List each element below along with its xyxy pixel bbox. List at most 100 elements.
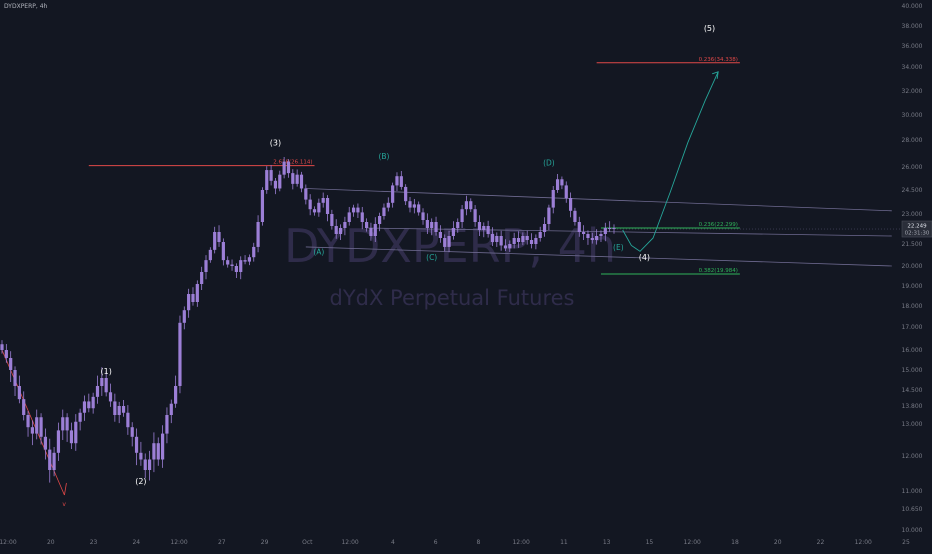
candle-body[interactable] [260, 190, 265, 222]
candle-body[interactable] [330, 214, 334, 226]
candle-body[interactable] [130, 427, 134, 437]
candle-body[interactable] [551, 190, 555, 208]
candle-body[interactable] [74, 421, 78, 444]
candle-body[interactable] [612, 228, 616, 229]
candle-body[interactable] [464, 201, 469, 210]
candle-body[interactable] [347, 212, 351, 222]
candle-body[interactable] [295, 174, 299, 184]
candle-body[interactable] [408, 201, 412, 208]
candle-body[interactable] [451, 228, 456, 236]
candle-body[interactable] [364, 222, 369, 228]
candle-body[interactable] [404, 186, 408, 202]
candle-body[interactable] [395, 176, 399, 186]
candle-body[interactable] [239, 260, 243, 272]
candle-body[interactable] [351, 207, 356, 213]
candle-body[interactable] [43, 436, 48, 450]
candle-body[interactable] [603, 228, 607, 234]
candle-body[interactable] [213, 232, 217, 250]
candle-body[interactable] [174, 386, 178, 404]
candle-body[interactable] [160, 433, 165, 460]
candle-body[interactable] [577, 222, 581, 232]
candle-body[interactable] [503, 245, 508, 249]
candle-body[interactable] [200, 272, 204, 284]
candle-body[interactable] [139, 452, 143, 460]
candle-body[interactable] [560, 179, 564, 186]
candle-body[interactable] [134, 436, 139, 453]
candle-body[interactable] [473, 209, 477, 222]
candle-body[interactable] [386, 202, 390, 208]
candle-body[interactable] [87, 401, 91, 409]
candle-body[interactable] [26, 415, 30, 428]
candle-body[interactable] [599, 234, 603, 236]
candle-body[interactable] [486, 226, 490, 234]
candle-body[interactable] [0, 344, 4, 350]
candle-body[interactable] [187, 294, 191, 311]
candle-body[interactable] [482, 226, 486, 230]
candle-body[interactable] [48, 449, 52, 470]
candle-body[interactable] [555, 179, 560, 190]
candle-body[interactable] [568, 198, 573, 211]
candle-body[interactable] [156, 443, 160, 460]
candle-body[interactable] [147, 459, 152, 471]
candle-body[interactable] [490, 234, 495, 242]
candle-body[interactable] [590, 238, 594, 240]
candle-body[interactable] [117, 406, 121, 415]
candle-body[interactable] [369, 228, 373, 236]
candle-body[interactable] [4, 350, 8, 358]
candle-body[interactable] [217, 232, 221, 242]
candle-body[interactable] [321, 198, 325, 203]
candle-body[interactable] [269, 170, 273, 181]
candle-body[interactable] [278, 174, 282, 189]
candle-body[interactable] [13, 370, 17, 386]
candle-body[interactable] [152, 443, 156, 460]
candle-body[interactable] [356, 207, 360, 213]
candle-body[interactable] [252, 246, 256, 258]
candle-body[interactable] [399, 176, 403, 187]
candle-body[interactable] [308, 199, 312, 210]
candle-body[interactable] [564, 185, 568, 198]
candle-body[interactable] [243, 260, 247, 262]
candle-body[interactable] [499, 236, 503, 246]
candle-body[interactable] [191, 294, 195, 302]
candle-body[interactable] [360, 212, 364, 222]
candle-body[interactable] [547, 207, 551, 224]
candle-body[interactable] [542, 224, 547, 232]
candle-body[interactable] [178, 322, 182, 386]
candle-body[interactable] [78, 412, 82, 422]
candle-body[interactable] [195, 284, 199, 302]
candle-body[interactable] [30, 427, 34, 434]
candle-body[interactable] [312, 209, 317, 213]
candle-body[interactable] [512, 238, 516, 244]
candle-body[interactable] [61, 417, 65, 431]
candle-body[interactable] [417, 204, 421, 213]
candle-body[interactable] [516, 238, 521, 242]
candle-body[interactable] [126, 412, 130, 428]
candle-body[interactable] [382, 207, 386, 216]
candle-body[interactable] [317, 202, 321, 213]
candle-body[interactable] [282, 161, 286, 175]
candle-body[interactable] [265, 170, 269, 190]
candle-body[interactable] [334, 226, 338, 234]
candle-body[interactable] [208, 249, 212, 261]
candle-body[interactable] [430, 222, 434, 228]
candle-body[interactable] [65, 417, 69, 431]
candle-body[interactable] [247, 257, 252, 262]
candle-body[interactable] [22, 399, 26, 415]
candle-body[interactable] [373, 224, 377, 236]
candle-body[interactable] [338, 228, 343, 234]
candle-body[interactable] [608, 228, 612, 229]
candle-body[interactable] [9, 358, 13, 370]
candle-body[interactable] [434, 222, 438, 232]
candle-body[interactable] [104, 378, 108, 393]
candle-body[interactable] [521, 236, 525, 242]
candle-body[interactable] [256, 222, 260, 247]
candle-body[interactable] [286, 161, 291, 174]
candle-body[interactable] [447, 236, 451, 247]
candle-body[interactable] [595, 236, 599, 240]
candle-body[interactable] [39, 417, 43, 437]
candle-body[interactable] [91, 396, 95, 409]
candle-body[interactable] [100, 378, 104, 386]
candle-body[interactable] [82, 401, 87, 413]
candle-body[interactable] [52, 452, 56, 470]
